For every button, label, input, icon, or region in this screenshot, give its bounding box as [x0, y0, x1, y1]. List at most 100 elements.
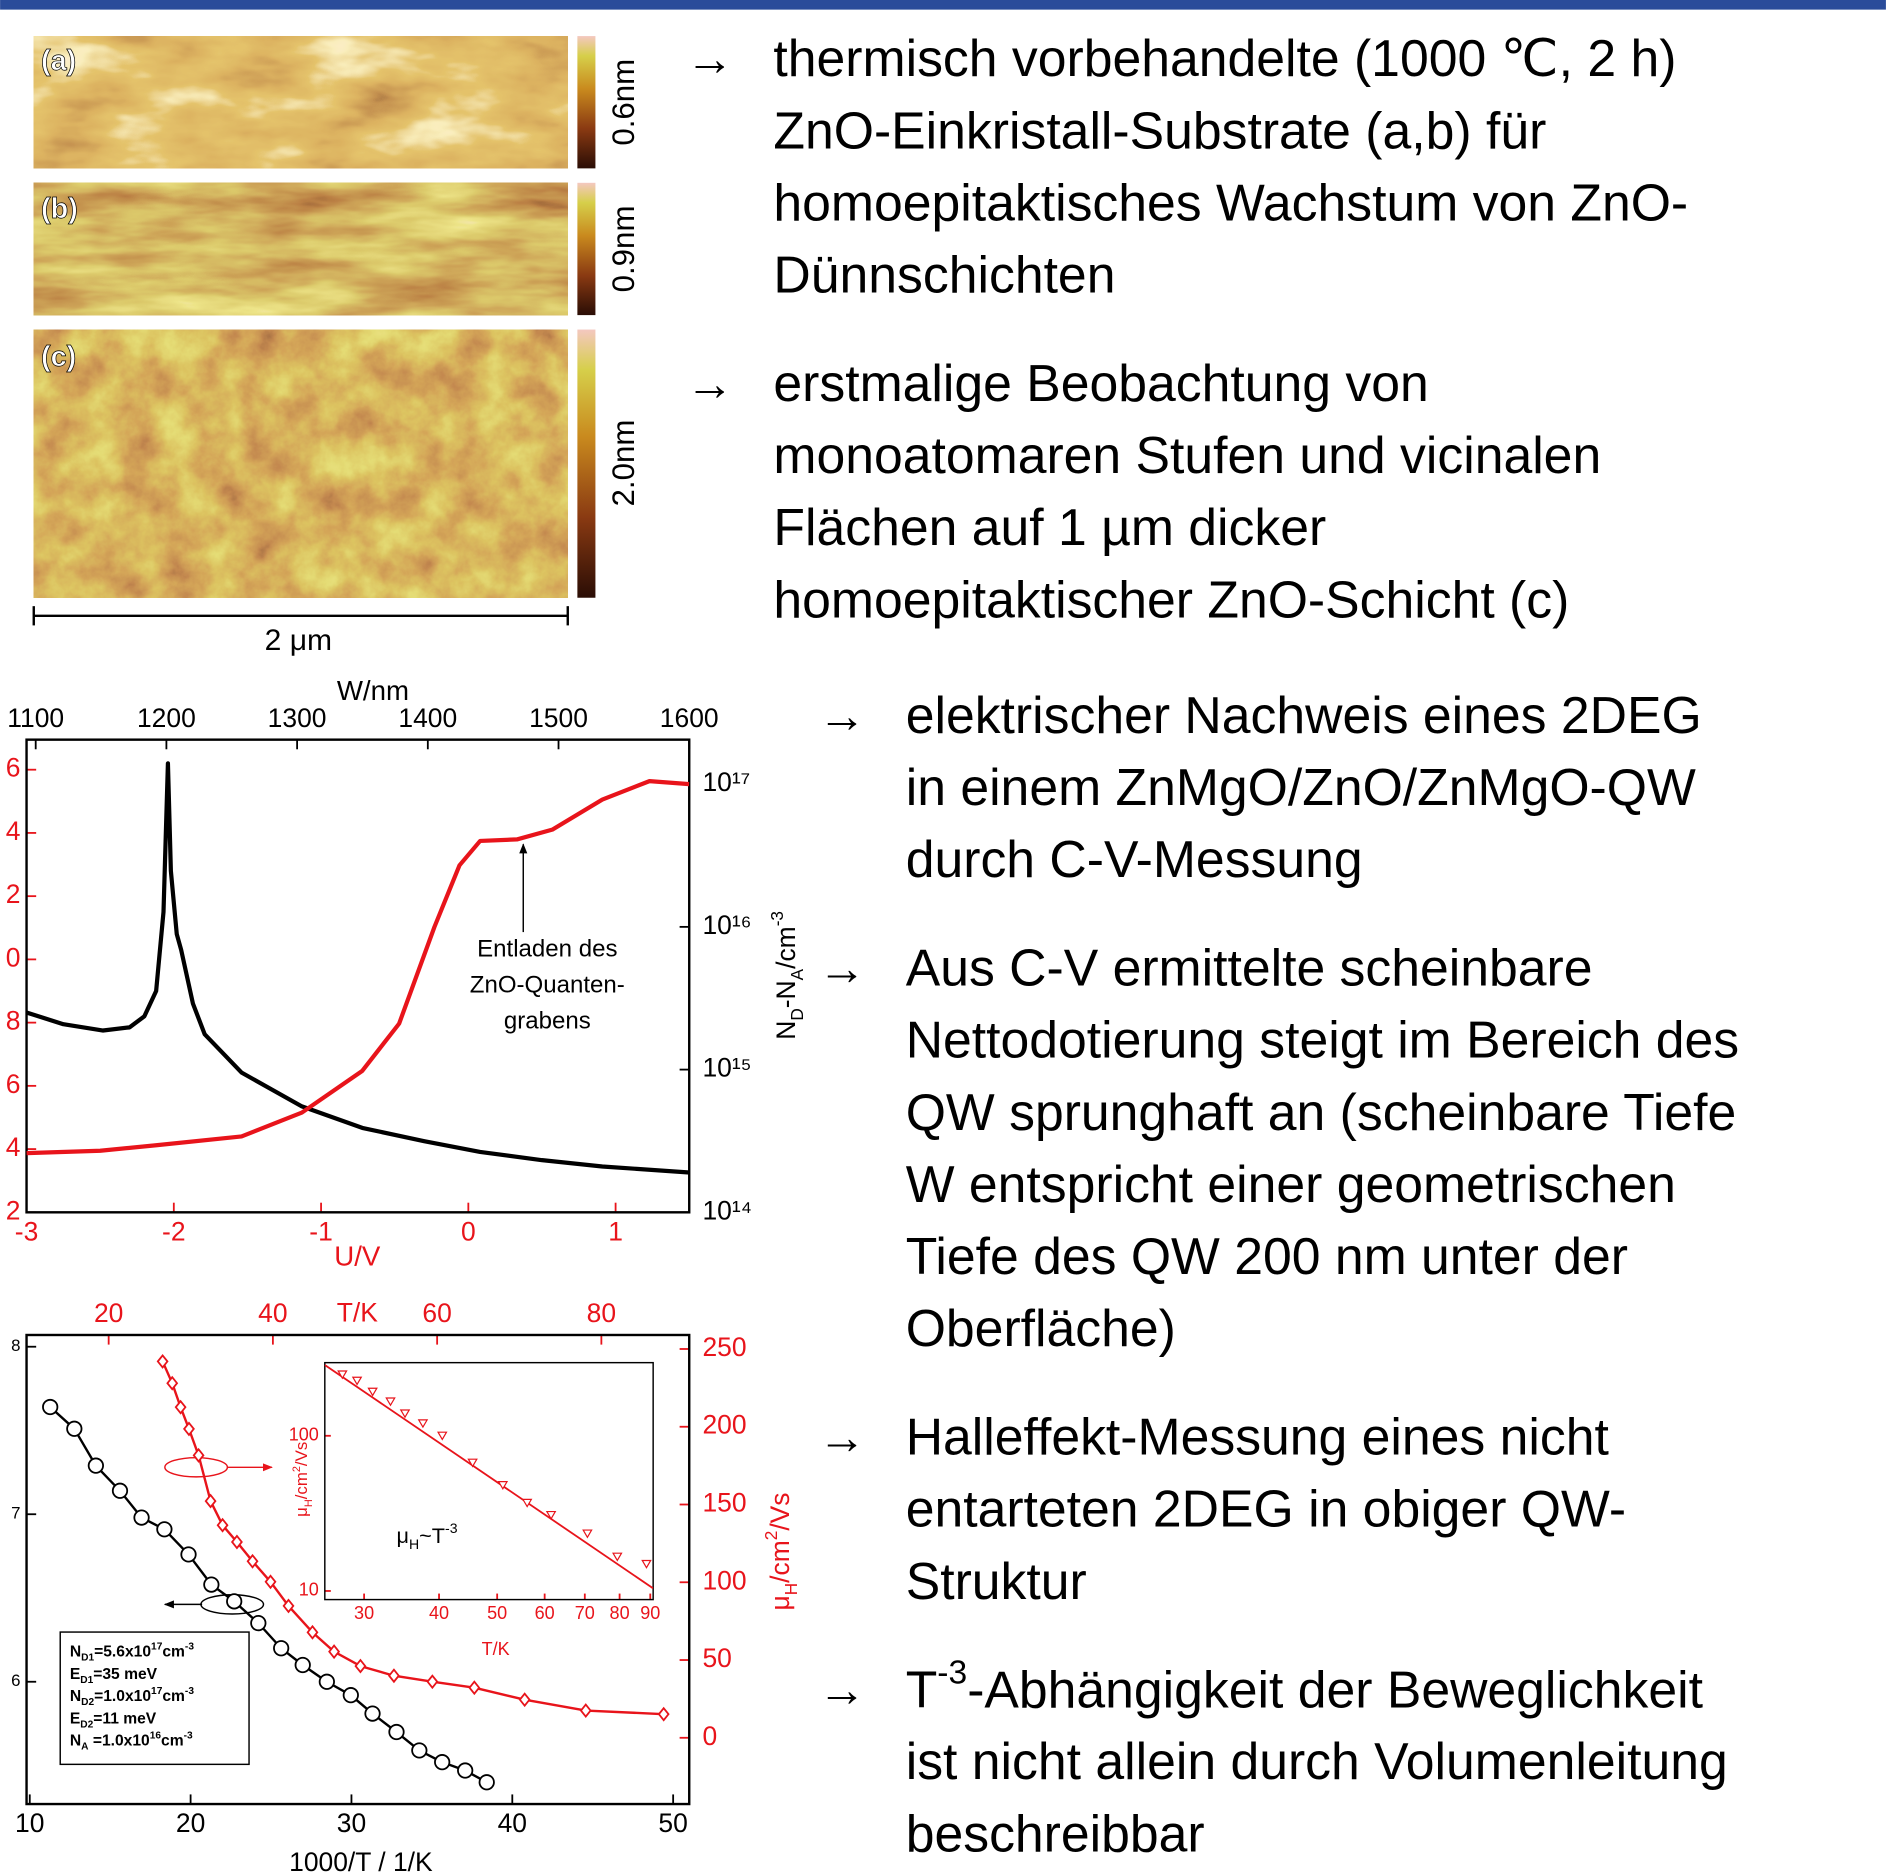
- tick-label: 10¹⁷: [702, 767, 750, 797]
- tick-label: 250: [702, 1332, 746, 1362]
- tick-label: 1: [608, 1216, 623, 1246]
- data-point: [167, 1377, 177, 1389]
- legend-entry-part: N: [70, 1733, 81, 1750]
- panel-label: (b): [41, 193, 78, 225]
- annotation-part: H: [409, 1536, 419, 1552]
- axis-label-part: 2: [760, 1531, 780, 1541]
- tick-label: 6: [6, 1069, 21, 1099]
- tick-label: 1600: [660, 703, 719, 733]
- legend-entry: NA =1.0x1016cm-3: [70, 1731, 193, 1753]
- data-point: [344, 1688, 358, 1702]
- tick-label: 0: [702, 1721, 717, 1751]
- afm-image: [34, 330, 568, 598]
- color-bar: [577, 36, 595, 168]
- data-point: [176, 1401, 186, 1413]
- axis-label: T/K: [482, 1639, 510, 1659]
- axis-label-part: -3: [766, 911, 786, 926]
- data-point: [67, 1422, 81, 1436]
- bullet-arrow: →: [818, 1411, 866, 1465]
- data-point: [480, 1775, 494, 1789]
- legend-entry-part: -3: [184, 1731, 193, 1742]
- tick-label: 40: [429, 1603, 449, 1623]
- data-point: [158, 1355, 168, 1367]
- axis-label-part: μ: [293, 1507, 312, 1517]
- legend-entry-part: N: [70, 1644, 81, 1661]
- tick-label: 0: [6, 942, 21, 972]
- data-point: [435, 1755, 449, 1769]
- color-bar-label: 2.0nm: [606, 420, 641, 507]
- tick-label: 100: [702, 1565, 746, 1595]
- annotation: Entladen des: [477, 935, 617, 962]
- data-point: [520, 1694, 530, 1706]
- afm-image: [34, 183, 568, 315]
- legend-entry-part: -3: [185, 1686, 194, 1697]
- legend-entry-part: cm: [162, 1644, 185, 1661]
- data-point: [365, 1706, 379, 1720]
- legend-entry-part: =1.0x10: [88, 1733, 150, 1750]
- axis-label: W/nm: [337, 675, 409, 706]
- tick-label: -1: [309, 1216, 333, 1246]
- bullet-text: Dünnschichten: [773, 246, 1115, 304]
- color-bar: [577, 330, 595, 598]
- tick-label: 10¹⁶: [702, 910, 751, 940]
- axis-label: ND-NA/cm-3: [766, 911, 806, 1040]
- tick-label: 10¹⁵: [702, 1053, 751, 1083]
- axis-label-part: A: [786, 968, 806, 980]
- axis-label-part: N: [771, 1021, 801, 1040]
- axis-label-part: /cm: [765, 1540, 795, 1583]
- tick-label: 8: [6, 1006, 21, 1036]
- data-point: [251, 1616, 265, 1630]
- color-bar: [577, 183, 595, 315]
- data-point: [470, 1682, 480, 1694]
- data-point: [89, 1458, 103, 1472]
- scale-bar: [34, 606, 568, 625]
- axis-label-part: H: [780, 1583, 800, 1595]
- panel-label: (a): [41, 45, 76, 77]
- bullet-text: Struktur: [906, 1552, 1087, 1610]
- scale-bar-label: 2 μm: [265, 624, 332, 657]
- legend-entry-part: D1: [81, 1653, 94, 1664]
- slide: (a)0.6nm(b)0.9nm(c)2.0nm2 μm→thermisch v…: [0, 0, 1886, 1875]
- tick-label: 90: [640, 1603, 660, 1623]
- tick-label: 1300: [268, 703, 327, 733]
- bullet-text: Halleffekt-Messung eines nicht: [906, 1407, 1609, 1465]
- bullet-text: durch C-V-Messung: [906, 830, 1363, 888]
- data-point: [320, 1675, 334, 1689]
- bullet-arrow: →: [686, 357, 734, 411]
- bullet-text: beschreibbar: [906, 1804, 1205, 1862]
- tick-label: 40: [498, 1808, 527, 1838]
- tick-label: 2: [6, 1195, 21, 1225]
- bullet-text: QW sprunghaft an (scheinbare Tiefe: [906, 1083, 1737, 1141]
- bullet-arrow: →: [818, 689, 866, 743]
- tick-label: 10: [15, 1808, 44, 1838]
- series-line: [27, 763, 690, 1172]
- bullet-arrow: →: [818, 1663, 866, 1717]
- bullet-text: Aus C-V ermittelte scheinbare: [906, 938, 1593, 996]
- bullet-text: Tiefe des QW 200 nm unter der: [906, 1227, 1628, 1285]
- axis-label-part: /cm: [771, 926, 801, 969]
- legend-entry-part: =1.0x10: [94, 1688, 151, 1705]
- axis-label-part: H: [303, 1499, 315, 1507]
- data-point: [274, 1641, 288, 1655]
- legend-entry-part: 17: [151, 1642, 163, 1653]
- chart: -3-2-10111001200130014001500160064208642…: [6, 675, 807, 1271]
- legend-entry-part: N: [70, 1688, 81, 1705]
- bullet-text: W entspricht einer geometrischen: [906, 1155, 1676, 1213]
- annotation-part: ~T: [419, 1523, 445, 1548]
- panel-label: (c): [41, 341, 76, 373]
- axis-label-part: /cm: [293, 1472, 312, 1499]
- tick-label: 1200: [137, 703, 196, 733]
- tick-label: 7: [11, 1504, 20, 1523]
- bullet-text: monoatomaren Stufen und vicinalen: [773, 426, 1601, 484]
- tick-label: 10: [299, 1580, 319, 1600]
- annotation: ZnO-Quanten-: [470, 972, 625, 999]
- tick-label: 20: [176, 1808, 205, 1838]
- data-point: [659, 1708, 669, 1720]
- axis-label-part: μ: [765, 1595, 795, 1610]
- tick-label: 6: [11, 1671, 20, 1690]
- axis-label: μH/cm2/Vs: [291, 1442, 315, 1517]
- tick-label: 70: [575, 1603, 595, 1623]
- tick-label: 40: [258, 1298, 287, 1328]
- axis-label: μH/cm2/Vs: [760, 1492, 800, 1610]
- data-point: [194, 1449, 204, 1461]
